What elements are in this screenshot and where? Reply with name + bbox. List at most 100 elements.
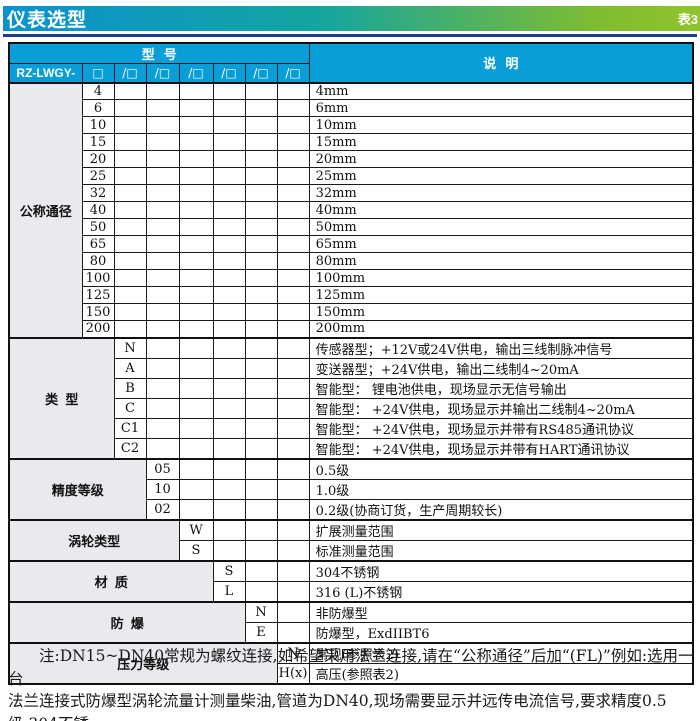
empty-cell xyxy=(244,252,278,270)
description-cell: 智能型： +24V供电，现场显示并输出二线制4~20mA xyxy=(308,397,694,419)
empty-cell xyxy=(212,336,246,359)
empty-cell xyxy=(113,218,147,236)
empty-cell xyxy=(244,559,278,582)
empty-cell xyxy=(212,81,246,100)
table-row: 32 32mm xyxy=(9,184,694,202)
model-code-cell: 4 xyxy=(81,81,115,100)
empty-cell xyxy=(212,417,246,439)
section-label: 公称通径 xyxy=(8,81,83,338)
empty-cell xyxy=(244,150,278,168)
model-code-cell: 100 xyxy=(81,269,115,287)
table-row: 80 80mm xyxy=(9,252,694,270)
page-header-bar: 仪表选型 表3 xyxy=(3,6,700,31)
model-code-cell: A xyxy=(113,357,147,379)
table-row: 防 爆 N 非防爆型 xyxy=(8,600,694,643)
empty-cell xyxy=(212,218,246,236)
empty-cell xyxy=(276,539,310,561)
table-row: 6 6mm xyxy=(9,99,694,117)
empty-cell xyxy=(244,397,278,419)
description-cell: 传感器型；+12V或24V供电，输出三线制脉冲信号 xyxy=(308,336,694,359)
empty-cell xyxy=(276,269,310,287)
model-code-cell: C1 xyxy=(113,417,147,439)
description-cell: 40mm xyxy=(308,201,694,219)
empty-cell xyxy=(276,357,310,379)
empty-cell xyxy=(244,457,278,480)
empty-cell xyxy=(276,437,310,459)
description-cell: 非防爆型 xyxy=(308,600,694,623)
empty-cell xyxy=(276,252,310,270)
empty-cell xyxy=(212,252,246,270)
table-row: 10 1.0级 xyxy=(9,478,694,500)
empty-cell xyxy=(212,303,246,321)
empty-cell xyxy=(244,417,278,439)
empty-cell xyxy=(276,377,310,399)
col-header-description: 说 明 xyxy=(308,42,694,83)
empty-cell xyxy=(145,303,180,321)
section-label: 类 型 xyxy=(8,336,115,459)
empty-cell xyxy=(212,167,246,185)
empty-cell xyxy=(244,478,278,500)
table-row: 15 15mm xyxy=(9,133,694,151)
empty-cell xyxy=(145,235,180,253)
page-title: 仪表选型 xyxy=(7,10,88,31)
empty-cell xyxy=(178,235,214,253)
model-prefix: RZ-LWGY- xyxy=(8,63,83,83)
empty-cell xyxy=(145,397,180,419)
empty-cell xyxy=(212,286,246,304)
empty-cell xyxy=(276,417,310,439)
empty-cell xyxy=(178,99,214,117)
header-divider xyxy=(3,34,697,37)
empty-cell xyxy=(276,235,310,253)
empty-cell xyxy=(212,357,246,379)
table-row: 65 65mm xyxy=(9,235,694,253)
empty-cell xyxy=(244,218,278,236)
description-cell: 变送器型；+24V供电，输出二线制4~20mA xyxy=(308,357,694,379)
model-code-cell: 20 xyxy=(81,150,115,168)
description-cell: 智能型： +24V供电，现场显示并带有RS485通讯协议 xyxy=(308,417,694,439)
empty-cell xyxy=(145,377,180,399)
empty-cell xyxy=(212,437,246,459)
empty-cell xyxy=(212,377,246,399)
empty-cell xyxy=(178,498,214,520)
model-code-cell: L xyxy=(212,580,246,602)
empty-cell xyxy=(212,518,246,541)
table-row: 公称通径 4 4mm xyxy=(8,81,694,338)
empty-cell xyxy=(276,184,310,202)
table-row: 40 40mm xyxy=(9,201,694,219)
empty-cell xyxy=(113,286,147,304)
empty-cell xyxy=(178,252,214,270)
description-cell: 125mm xyxy=(308,286,694,304)
description-cell: 65mm xyxy=(308,235,694,253)
model-code-cell: 150 xyxy=(81,303,115,321)
empty-cell xyxy=(145,167,180,185)
empty-cell xyxy=(276,559,310,582)
empty-cell xyxy=(145,252,180,270)
empty-cell xyxy=(145,81,180,100)
table-row: 02 0.2级(协商订货，生产周期较长) xyxy=(9,498,694,520)
empty-cell xyxy=(145,437,180,459)
model-code-cell: 6 xyxy=(81,99,115,117)
table-row: 125 125mm xyxy=(9,286,694,304)
empty-cell xyxy=(145,218,180,236)
table-row: A 变送器型；+24V供电，输出二线制4~20mA xyxy=(9,357,694,379)
table-row: C2 智能型： +24V供电，现场显示并带有HART通讯协议 xyxy=(9,437,694,459)
description-cell: 150mm xyxy=(308,303,694,321)
description-cell: 10mm xyxy=(308,116,694,134)
empty-cell xyxy=(113,150,147,168)
model-code-cell: 10 xyxy=(81,116,115,134)
empty-cell xyxy=(212,99,246,117)
model-code-cell: H(x) xyxy=(276,662,310,684)
empty-cell xyxy=(178,167,214,185)
description-cell: 智能型： 锂电池供电，现场显示无信号输出 xyxy=(308,377,694,399)
empty-cell xyxy=(178,320,214,338)
model-code-cell: 40 xyxy=(81,201,115,219)
table-row: 涡轮类型 W 扩展测量范围 xyxy=(8,518,694,561)
table-row: 200 200mm xyxy=(9,320,694,338)
empty-cell xyxy=(244,99,278,117)
empty-cell xyxy=(276,218,310,236)
footnote-line: 法兰连接式防爆型涡轮流量计测量柴油,管道为DN40,现场需要显示并远传电流信号,… xyxy=(8,692,667,721)
empty-cell xyxy=(276,116,310,134)
empty-cell xyxy=(212,184,246,202)
model-code-cell: 25 xyxy=(81,167,115,185)
table-row: 精度等级 05 0.5级 xyxy=(8,457,694,520)
